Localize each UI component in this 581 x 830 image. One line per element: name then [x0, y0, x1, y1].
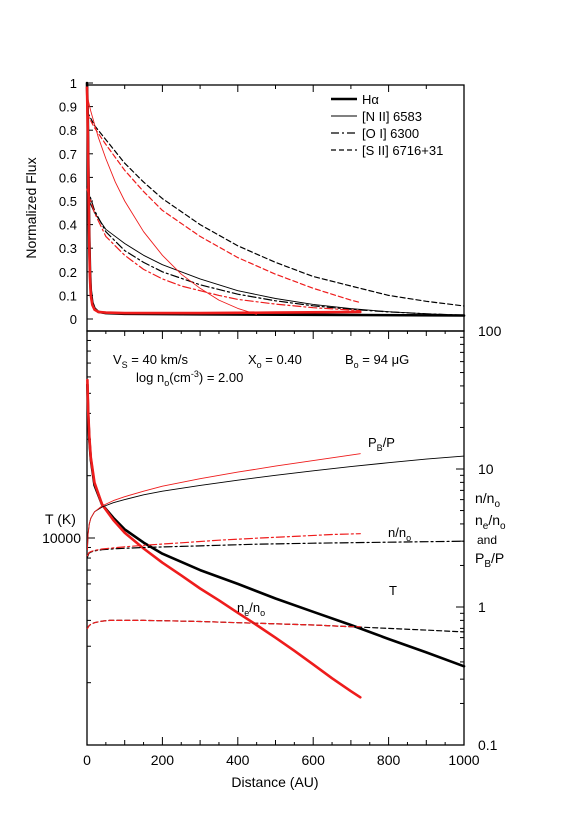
- right-axis-label-pb-p: PB/P: [475, 550, 504, 570]
- right-axis-label-and: and: [477, 533, 497, 547]
- right-y-tick-label: 1: [478, 599, 486, 615]
- top-series-red-oi6300: [86, 188, 361, 312]
- x-tick-label: 800: [377, 752, 401, 768]
- annotation-ionization-fraction: Xo = 0.40: [248, 352, 302, 370]
- legend-label-sii: [S II] 6716+31: [362, 143, 443, 158]
- legend: Hα [N II] 6583 [O I] 6300 [S II] 6716+31: [331, 92, 443, 158]
- curve-label-t: T: [389, 583, 397, 598]
- annotation-preshock-density: log no(cm-3) = 2.00: [136, 369, 243, 388]
- x-tick-label: 200: [151, 752, 175, 768]
- x-tick-label: 400: [226, 752, 250, 768]
- top-y-tick-label: 1: [70, 76, 77, 91]
- right-y-tick-label: 10: [478, 461, 494, 477]
- x-tick-label: 600: [302, 752, 326, 768]
- curve-label-n-no: n/no: [388, 525, 411, 543]
- bottom-series-red-pbp: [86, 453, 361, 551]
- top-series-red-h: [85, 86, 362, 315]
- series-layer: [85, 81, 466, 699]
- bottom-series-black-t: [86, 383, 466, 668]
- right-axis-label: n/no ne/no and PB/P: [475, 490, 506, 570]
- right-axis-label-n-no: n/no: [475, 490, 500, 510]
- left-y-tick-label: 10000: [42, 530, 81, 546]
- top-y-tick-label: 0.1: [59, 288, 77, 303]
- top-y-tick-label: 0.6: [59, 170, 77, 185]
- top-y-tick-label: 0.9: [59, 100, 77, 115]
- top-y-tick-label: 0.2: [59, 265, 77, 280]
- top-series-red-nii6583: [86, 94, 258, 315]
- top-series-black-nii6583: [86, 195, 465, 316]
- legend-label-oi: [O I] 6300: [362, 126, 419, 141]
- top-series-black-oi6300: [86, 186, 465, 316]
- curve-label-ne-no: ne/no: [237, 600, 265, 618]
- annotation-magnetic-field: Bo = 94 μG: [345, 352, 409, 370]
- top-y-tick-label: 0: [70, 312, 77, 327]
- x-tick-label: 0: [83, 752, 91, 768]
- top-series-red-sii671631: [86, 113, 361, 304]
- top-y-tick-label: 0.7: [59, 147, 77, 162]
- right-y-tick-label: 0.1: [478, 737, 498, 753]
- top-y-tick-label: 0.3: [59, 241, 77, 256]
- bottom-series-black-neno: [86, 619, 465, 633]
- annotation-shock-velocity: VS = 40 km/s: [113, 352, 189, 370]
- right-axis-label-ne-no: ne/no: [475, 512, 506, 532]
- top-series-black-sii671631: [86, 110, 465, 307]
- legend-label-halpha: Hα: [362, 92, 379, 107]
- x-tick-label: 1000: [448, 752, 479, 768]
- top-y-tick-label: 0.8: [59, 123, 77, 138]
- bottom-series-red-neno: [86, 619, 361, 629]
- legend-label-nii: [N II] 6583: [362, 109, 422, 124]
- right-y-tick-label: 100: [478, 323, 502, 339]
- bottom-series-red-t: [86, 378, 362, 699]
- x-axis-label: Distance (AU): [231, 774, 318, 790]
- top-y-axis-label: Normalized Flux: [23, 157, 39, 258]
- top-y-tick-label: 0.5: [59, 194, 77, 209]
- curve-label-pb-p: PB/P: [368, 435, 395, 453]
- top-y-tick-label: 0.4: [59, 218, 77, 233]
- bottom-series-red-nno: [86, 533, 361, 557]
- tick-labels-layer: 00.10.20.30.40.50.60.70.80.910 200 400 600 8…: [42, 76, 502, 768]
- bottom-left-y-axis-label: T (K): [45, 511, 76, 527]
